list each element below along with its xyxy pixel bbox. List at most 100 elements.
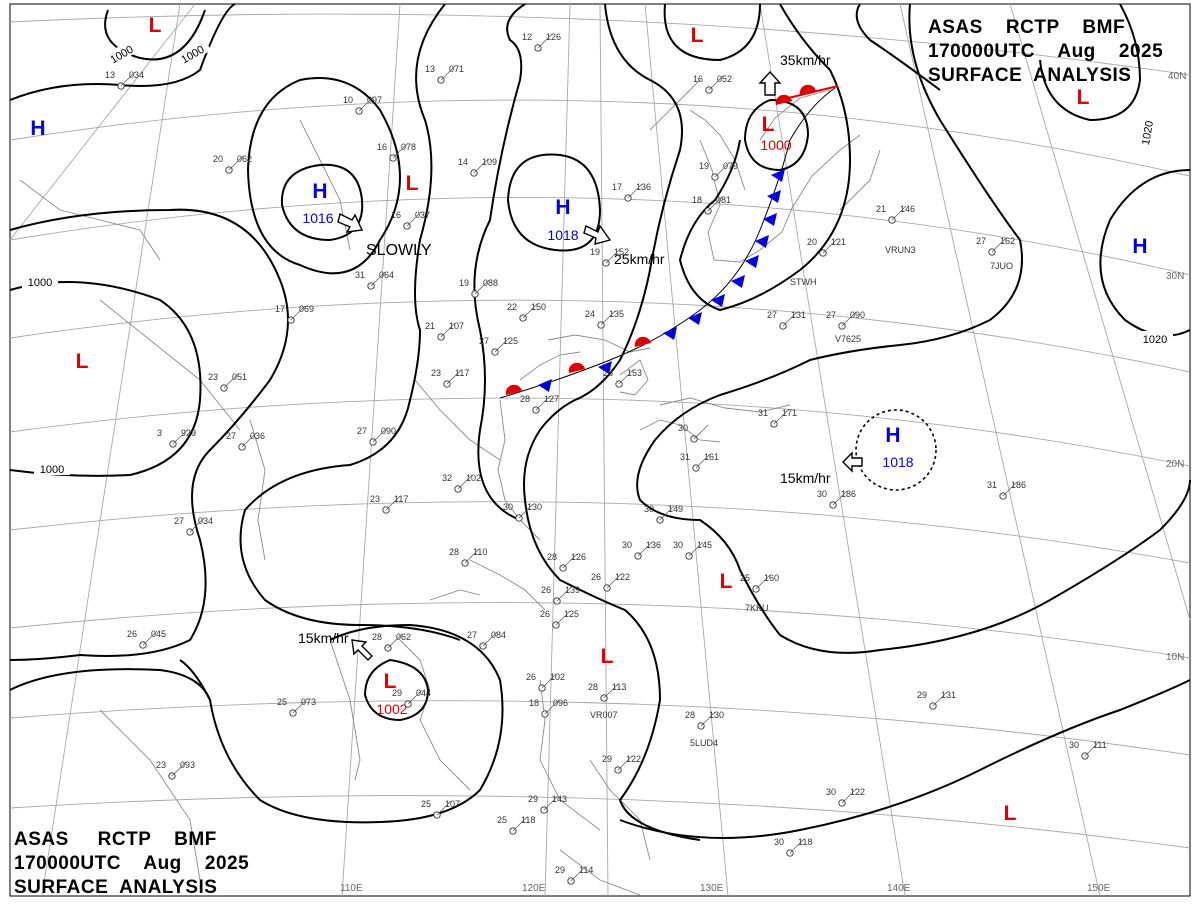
station-temperature: 13 [105,70,115,80]
isobar-label: 1020 [1136,113,1157,152]
high-pressure-marker: H [30,117,45,140]
wind-barb [446,369,462,385]
station-temperature: 31 [758,408,768,418]
longitude-label: 120E [522,883,546,894]
station-pressure: 118 [521,815,535,825]
station-plot: 25 073 [277,697,316,717]
station-plot: 17 069 [275,304,314,324]
station-pressure: 110 [473,547,487,557]
station-plot: 3 929 [157,428,196,448]
station-pressure: 114 [579,865,593,875]
front-symbols [505,84,816,395]
isobar [1039,3,1142,122]
wind-barb [544,699,560,715]
warm-front-symbol [799,84,816,95]
station-temperature: 30 [678,423,688,433]
station-plot: 30 111 [1069,740,1107,760]
isobar [473,3,526,521]
station-pressure: 107 [449,321,464,331]
latitude-label: 10N [1166,652,1184,663]
station-pressure: 121 [831,237,846,247]
low-pressure-marker: L [1004,802,1017,825]
station-temperature: 23 [431,368,441,378]
station-temperature: 28 [685,710,695,720]
station-plot: 29 122 [602,754,641,774]
isobar [619,679,1191,839]
station-temperature: 23 [370,494,380,504]
header-line-3: SURFACE ANALYSIS [14,877,218,898]
wind-barb [708,75,724,91]
isobar-value: 1000 [28,277,52,289]
station-plot: 21 146 [876,204,915,224]
motion-arrow [337,212,364,233]
station-plot: 25 118 [497,815,535,835]
station-temperature: 16 [391,210,401,220]
center-pressure-value: 1016 [302,210,333,226]
station-pressure: 117 [455,368,469,378]
station-pressure: 117 [394,494,408,504]
wind-barb [991,237,1007,253]
station-temperature: 28 [449,547,459,557]
high-pressure-marker: H [555,196,570,219]
wind-barb [223,373,239,389]
station-plot: 30 130 [503,502,542,522]
wind-barb [637,541,653,557]
ship-id: 5LUD4 [690,738,718,748]
center-pressure-value: 1000 [760,137,791,153]
station-pressure: 126 [571,552,586,562]
center-pressure-value: 1018 [547,227,578,243]
station-pressure: 161 [704,452,719,462]
meridian-150e [899,3,1101,897]
isobar-value: 1020 [1140,120,1156,146]
station-temperature: 30 [1069,740,1079,750]
station-plot: 19 088 [459,278,498,298]
station-temperature: 27 [976,236,986,246]
station-plot: 16 078 [377,142,416,162]
wind-barb [617,755,633,771]
isobar-value: 1020 [1143,334,1167,346]
station-pressure: 062 [396,632,411,642]
station-plot: 27 084 [467,630,506,650]
meridian-130e [644,3,729,897]
isobar [179,623,504,824]
station-temperature: 31 [355,270,365,280]
station-plot: 18 096 [529,698,568,718]
wind-barb [407,689,423,705]
wind-barb [700,711,716,727]
cold-front-symbol [763,213,777,226]
wind-barb [292,698,308,714]
center-pressure-value: 1018 [882,454,913,470]
station-pressure: 122 [615,572,630,582]
station-plot: 10 097 [343,95,382,115]
low-pressure-marker: L [76,350,89,373]
isobars [9,3,1191,841]
wind-barb [707,196,723,212]
wind-barb [440,322,456,338]
station-temperature: 17 [612,182,622,192]
cold-front-symbol [711,294,725,307]
station-pressure: 130 [527,502,542,512]
wind-barb [606,573,622,589]
station-plot: 13 071 [425,64,464,84]
station-temperature: 28 [603,368,613,378]
station-temperature: 18 [692,195,702,205]
isobar [239,3,461,641]
isobar [678,3,852,312]
station-pressure: 093 [180,760,195,770]
cold-front-symbol [598,361,612,374]
high-pressure-marker: H [312,180,327,203]
station-pressure: 131 [791,310,806,320]
station-temperature: 25 [421,799,431,809]
station-temperature: 23 [208,372,218,382]
station-pressure: 037 [415,210,430,220]
wind-barb [773,409,789,425]
station-pressure: 102 [466,473,481,483]
station-pressure: 107 [445,799,460,809]
wind-barb [755,574,771,590]
station-plot: 30 186 [817,489,856,509]
wind-barb [605,248,621,264]
latitude-label: 40N [1168,71,1186,82]
station-temperature: 18 [529,698,539,708]
wind-barb [603,683,619,699]
